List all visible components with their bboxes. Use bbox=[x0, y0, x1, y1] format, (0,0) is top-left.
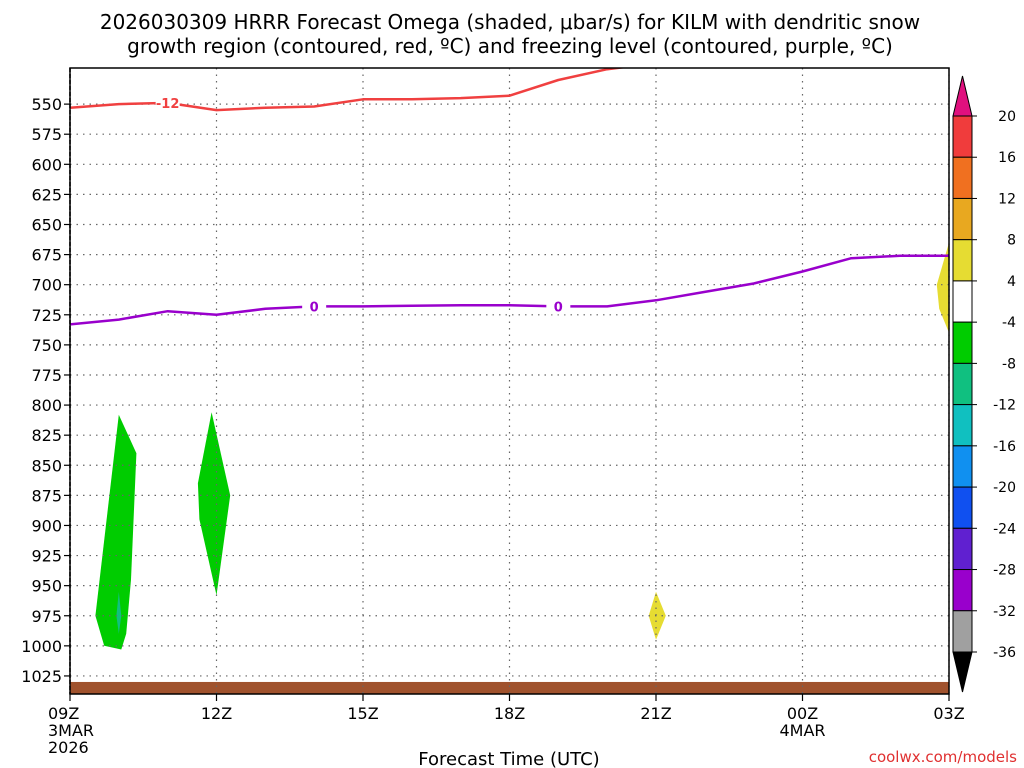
x-tick-sublabel-00Z: 4MAR bbox=[779, 721, 825, 740]
y-tick-label-625: 625 bbox=[31, 185, 62, 204]
y-tick-label-975: 975 bbox=[31, 607, 62, 626]
colorbar-label: 20 bbox=[998, 109, 1016, 125]
colorbar-bin-11 bbox=[952, 527, 973, 571]
colorbar-label: -16 bbox=[993, 439, 1016, 455]
plot-area: -12 0 0 550 575 600 625 650 675 700 725 750 775 800 82… bbox=[21, 67, 965, 757]
colorbar-label: -4 bbox=[1002, 315, 1016, 331]
colorbar-bin-5 bbox=[952, 280, 973, 323]
y-tick-label-875: 875 bbox=[31, 486, 62, 505]
y-tick-label-650: 650 bbox=[31, 216, 62, 235]
colorbar-top-arrow bbox=[952, 75, 973, 117]
y-tick-label-950: 950 bbox=[31, 577, 62, 596]
contour-label-bg-1-0 bbox=[302, 298, 327, 315]
colorbar-bin-7 bbox=[952, 362, 973, 406]
shaded-omega-regions bbox=[95, 242, 949, 650]
y-tick-label-600: 600 bbox=[31, 155, 62, 174]
x-tick-year-09Z: 2026 bbox=[48, 738, 89, 757]
x-tick-label-03Z: 03Z bbox=[933, 704, 964, 723]
colorbar-bin-12 bbox=[952, 569, 973, 612]
y-tick-label-750: 750 bbox=[31, 336, 62, 355]
colorbar-bin-8 bbox=[952, 404, 973, 447]
contour-label-freezing-level: 0 bbox=[554, 300, 563, 315]
colorbar-label: 12 bbox=[998, 191, 1016, 207]
x-tick-label-18Z: 18Z bbox=[494, 704, 525, 723]
ground-fill bbox=[70, 681, 949, 694]
omega-region-2 bbox=[116, 591, 122, 634]
colorbar-bin-6 bbox=[952, 321, 973, 364]
y-tick-label-900: 900 bbox=[31, 516, 62, 535]
y-tick-label-700: 700 bbox=[31, 276, 62, 295]
contour-line-freezing-level bbox=[70, 254, 949, 326]
contour-label-bg-1-1 bbox=[546, 298, 571, 315]
y-tick-label-925: 925 bbox=[31, 547, 62, 566]
colorbar-label: -32 bbox=[993, 604, 1016, 620]
y-tick-label-850: 850 bbox=[31, 456, 62, 475]
x-axis-label: Forecast Time (UTC) bbox=[418, 749, 599, 768]
y-tick-label-1025: 1025 bbox=[21, 667, 62, 686]
grid-lines bbox=[69, 68, 950, 694]
x-tick-label-21Z: 21Z bbox=[640, 704, 671, 723]
colorbar-label: -36 bbox=[993, 645, 1016, 661]
contour-label-snow-growth: -12 bbox=[156, 97, 180, 112]
y-tick-label-725: 725 bbox=[31, 306, 62, 325]
colorbar-label: 8 bbox=[1007, 233, 1016, 249]
colorbar-bin-4 bbox=[952, 239, 973, 282]
x-tick-label-09Z: 09Z bbox=[48, 704, 79, 723]
x-tick-label-00Z: 00Z bbox=[787, 704, 818, 723]
y-tick-label-675: 675 bbox=[31, 246, 62, 265]
chart-title-line-1: 2026030309 HRRR Forecast Omega (shaded, … bbox=[100, 10, 920, 34]
y-tick-label-775: 775 bbox=[31, 366, 62, 385]
y-tick-label-800: 800 bbox=[31, 396, 62, 415]
contour-lines bbox=[70, 68, 949, 326]
colorbar-label: -24 bbox=[993, 521, 1016, 537]
y-tick-label-575: 575 bbox=[31, 125, 62, 144]
y-tick-label-825: 825 bbox=[31, 426, 62, 445]
colorbar-label: -28 bbox=[993, 563, 1016, 579]
colorbar-bin-10 bbox=[952, 486, 973, 529]
colorbar-bottom-arrow bbox=[952, 651, 973, 693]
credit-text: coolwx.com/models bbox=[869, 748, 1017, 766]
omega-region-3 bbox=[197, 412, 231, 596]
y-tick-label-1000: 1000 bbox=[21, 637, 62, 656]
chart-title-line-2: growth region (contoured, red, ºC) and f… bbox=[127, 34, 893, 58]
colorbar-bin-1 bbox=[952, 115, 973, 158]
omega-region-1 bbox=[95, 414, 137, 650]
x-tick-label-15Z: 15Z bbox=[347, 704, 378, 723]
colorbar-bin-13 bbox=[952, 610, 973, 653]
omega-region-5 bbox=[936, 242, 949, 333]
contour-label-bg-0-0 bbox=[155, 94, 180, 111]
colorbar-label: -12 bbox=[993, 398, 1016, 414]
omega-region-4 bbox=[648, 591, 666, 640]
colorbar-bin-3 bbox=[952, 197, 973, 241]
contour-label-freezing-level: 0 bbox=[310, 300, 319, 315]
y-tick-label-550: 550 bbox=[31, 95, 62, 114]
colorbar-label: -8 bbox=[1002, 356, 1016, 372]
colorbar-label: 4 bbox=[1007, 274, 1016, 290]
x-tick-sublabel-09Z: 3MAR bbox=[48, 721, 94, 740]
colorbar-label: -20 bbox=[993, 480, 1016, 496]
colorbar-bin-2 bbox=[952, 156, 973, 199]
colorbar: 20 16 12 8 4 -4 -8 -12 -16 -20 -24 -28 -32 -36 bbox=[952, 75, 1016, 693]
colorbar-bin-9 bbox=[952, 445, 973, 488]
x-tick-label-12Z: 12Z bbox=[201, 704, 232, 723]
colorbar-label: 16 bbox=[998, 150, 1016, 166]
